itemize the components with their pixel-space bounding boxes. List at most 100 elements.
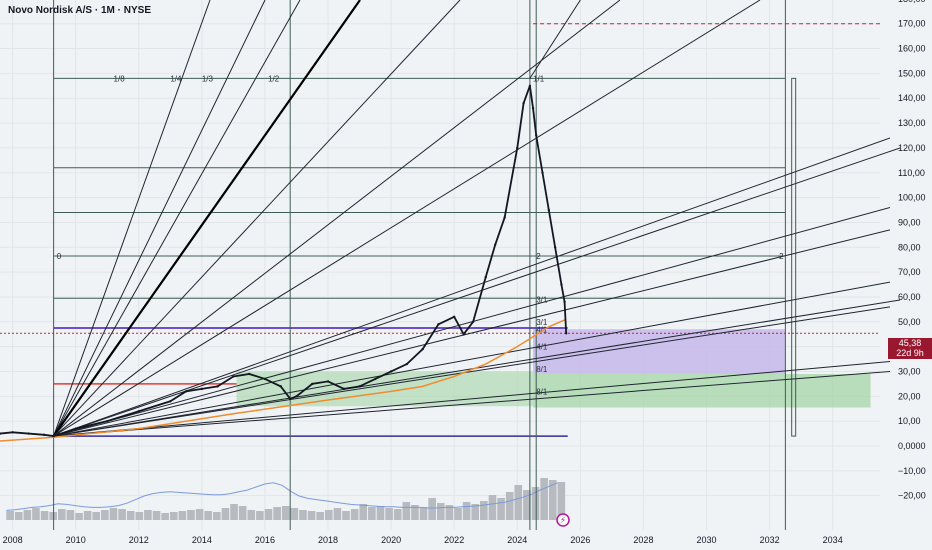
- volume-bar: [402, 502, 411, 520]
- volume-bar: [393, 509, 402, 520]
- volume-bar: [57, 509, 66, 520]
- gann-fan-line: [52, 0, 361, 437]
- volume-bar: [514, 485, 523, 520]
- price-point: [106, 419, 109, 423]
- volume-bar: [342, 511, 350, 520]
- volume-bar: [230, 504, 238, 520]
- x-tick-label: 2010: [66, 535, 86, 545]
- volume-bar: [6, 511, 14, 520]
- volume-bar: [32, 508, 40, 520]
- gann-angle-line: [53, 229, 891, 437]
- gann-fan-line: [53, 0, 266, 437]
- gann-label: 4/1: [536, 325, 548, 334]
- volume-bar: [23, 510, 32, 520]
- volume-bar: [454, 508, 462, 520]
- price-point: [503, 216, 506, 219]
- price-point: [547, 208, 551, 212]
- gann-label: 8/1: [536, 387, 548, 396]
- price-point: [564, 332, 568, 335]
- price-point: [52, 434, 55, 438]
- volume-bar: [376, 506, 385, 520]
- volume-bar: [548, 480, 557, 520]
- price-point: [484, 275, 487, 279]
- volume-bar: [324, 510, 333, 520]
- time-axis[interactable]: 2008 2010 2012 2014 2016 2018 2020 2022 2024 2026…: [3, 535, 843, 545]
- y-tick-label: 0,0000: [898, 441, 926, 451]
- countdown-badge: 22d 9h: [888, 348, 932, 359]
- gann-fan-line: [53, 147, 901, 437]
- price-point: [311, 382, 314, 386]
- volume-bar: [523, 490, 531, 520]
- x-tick-label: 2022: [444, 535, 464, 545]
- volume-bar: [333, 508, 342, 520]
- price-point: [42, 433, 46, 437]
- y-tick-label: 110,00: [898, 168, 925, 178]
- y-tick-label: 50,00: [898, 317, 921, 327]
- volume-bar: [290, 508, 299, 520]
- gann-label: 0: [57, 252, 62, 261]
- price-point: [184, 390, 188, 393]
- gann-label: 1/1: [533, 74, 545, 83]
- y-tick-label: 10,00: [898, 416, 921, 426]
- price-point: [326, 380, 330, 383]
- price-point: [169, 400, 172, 403]
- gann-angle-line: [53, 207, 891, 437]
- volume-bar: [540, 478, 548, 520]
- volume-bar: [316, 512, 324, 520]
- volume-bar: [281, 506, 290, 520]
- volume-bar: [264, 509, 273, 520]
- volume-bar: [557, 482, 566, 520]
- purple-zone: [533, 329, 786, 374]
- price-point: [27, 432, 30, 435]
- price-point: [516, 146, 519, 150]
- lightning-icon: [556, 513, 570, 527]
- volume-bar: [488, 495, 497, 520]
- x-tick-label: 2008: [3, 535, 23, 545]
- volume-bar: [273, 507, 281, 520]
- price-point: [421, 347, 424, 351]
- x-tick-label: 2024: [507, 535, 527, 545]
- gann-angle-line: [53, 306, 891, 437]
- price-point: [295, 395, 298, 398]
- x-tick-label: 2012: [129, 535, 149, 545]
- volume-bar: [445, 505, 454, 520]
- symbol-title[interactable]: Novo Nordisk A/S · 1M · NYSE: [8, 5, 151, 16]
- price-point: [342, 387, 345, 391]
- price-point: [462, 333, 465, 336]
- volume-ma-line: [6, 482, 558, 511]
- gann-label: 3/1: [536, 295, 548, 304]
- volume-bar: [428, 498, 436, 520]
- y-tick-label: 30,00: [898, 366, 921, 376]
- x-tick-label: 2014: [192, 535, 212, 545]
- price-point: [247, 372, 251, 376]
- volume-bar: [307, 511, 316, 520]
- x-tick-label: 2028: [633, 535, 653, 545]
- gann-label: 1/3: [202, 74, 214, 83]
- price-point: [531, 106, 535, 110]
- gann-angle-line: [53, 281, 891, 437]
- gann-angle-line: [53, 361, 891, 437]
- price-point: [541, 171, 544, 174]
- volume-bar: [221, 508, 230, 520]
- gann-fan-line: [53, 0, 211, 437]
- volume-bar: [126, 511, 135, 520]
- price-line: [0, 85, 568, 437]
- x-tick-label: 2032: [760, 535, 780, 545]
- x-tick-label: 2020: [381, 535, 401, 545]
- price-point: [389, 370, 393, 373]
- volume-bar: [256, 511, 264, 520]
- gann-fan-line: [53, 0, 301, 437]
- x-tick-label: 2026: [570, 535, 590, 545]
- volume-bar: [169, 512, 178, 520]
- gann-angle-line: [53, 370, 891, 437]
- volume-bar: [368, 507, 376, 520]
- volume-bar: [40, 511, 49, 520]
- price-point: [263, 377, 267, 381]
- volume-bar: [75, 513, 83, 520]
- gann-label: 8/1: [536, 365, 548, 374]
- y-tick-label: 180,00: [898, 0, 926, 4]
- volume-bar: [204, 511, 213, 520]
- volume-bar: [213, 512, 221, 520]
- gann-angle-line: [53, 137, 891, 437]
